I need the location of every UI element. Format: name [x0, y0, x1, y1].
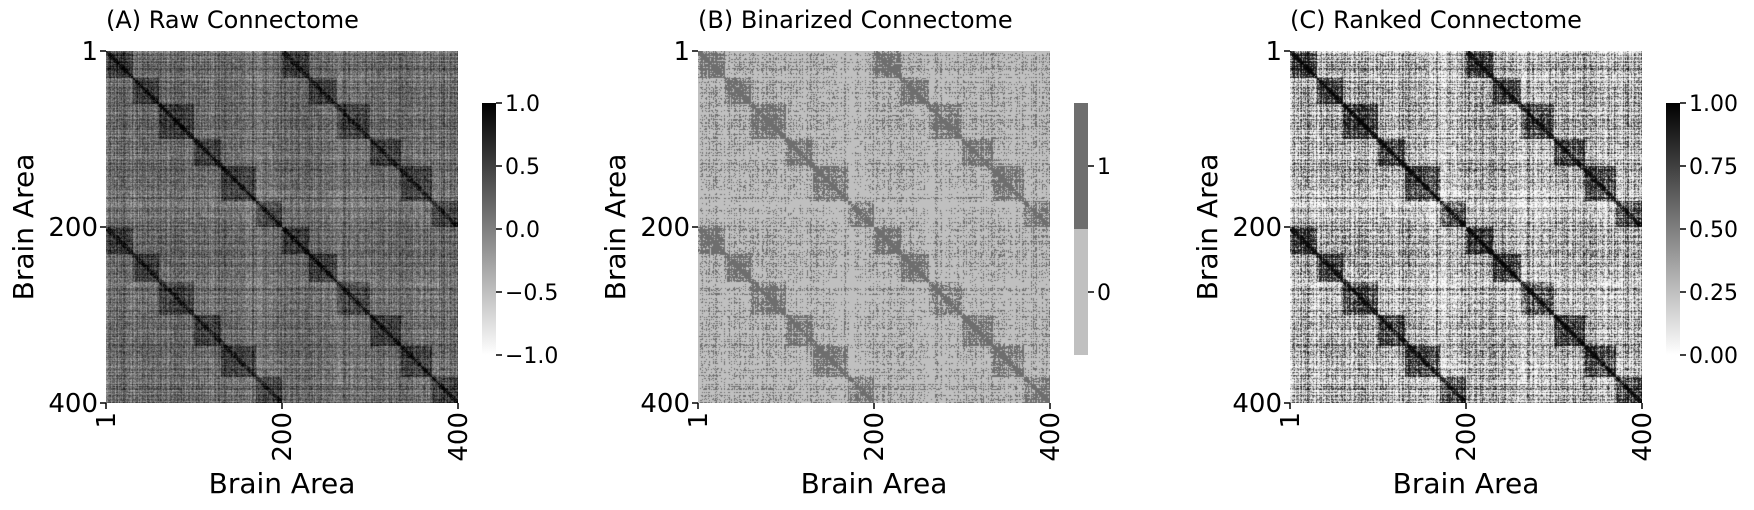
panel-c-heatmap	[1290, 51, 1642, 403]
colorbar-gradient	[1666, 103, 1680, 355]
colorbar-level-1	[1074, 103, 1088, 229]
panel-c-xlabel: Brain Area	[1393, 467, 1540, 500]
colorbar-level-0	[1074, 229, 1088, 355]
panel-c-colorbar: 1.00 0.75 0.50 0.25 0.00	[1666, 92, 1738, 369]
colorbar-tick-label: 0.5	[505, 155, 540, 180]
panel-b-title: (B) Binarized Connectome	[698, 6, 1013, 34]
colorbar-tick-label: 1	[1097, 155, 1111, 180]
colorbar-tick-label: 0.0	[505, 218, 540, 243]
y-tick-label: 200	[1232, 213, 1282, 243]
panel-a-ylabel: Brain Area	[7, 154, 40, 301]
colorbar-tick-label: 1.00	[1689, 92, 1738, 117]
colorbar-gradient	[482, 103, 496, 355]
panel-b-colorbar: 10	[1074, 103, 1111, 355]
y-tick-label: 400	[1232, 389, 1282, 419]
x-tick-label: 400	[1628, 412, 1658, 462]
y-tick-label: 1	[673, 37, 690, 67]
panel-a-heatmap	[106, 51, 458, 403]
y-tick-label: 400	[48, 389, 98, 419]
x-tick-label: 200	[860, 412, 890, 462]
x-tick-label: 1	[684, 412, 714, 429]
panel-c-heatmap-holder	[1290, 51, 1642, 403]
x-tick-label: 1	[1276, 412, 1306, 429]
colorbar-tick-label: −1.0	[505, 344, 558, 369]
x-tick-label: 200	[268, 412, 298, 462]
panel-a-title: (A) Raw Connectome	[106, 6, 359, 34]
x-tick-label: 400	[444, 412, 474, 462]
x-tick-label: 1	[92, 412, 122, 429]
colorbar-tick-label: 0.00	[1689, 344, 1738, 369]
colorbar-tick-label: 0.75	[1689, 155, 1738, 180]
y-tick-label: 200	[640, 213, 690, 243]
y-tick-label: 1	[81, 37, 98, 67]
y-tick-label: 200	[48, 213, 98, 243]
x-tick-label: 200	[1452, 412, 1482, 462]
colorbar-tick-label: 0.50	[1689, 218, 1738, 243]
panel-b-heatmap	[698, 51, 1050, 403]
panel-c-title: (C) Ranked Connectome	[1290, 6, 1582, 34]
y-tick-label: 1	[1265, 37, 1282, 67]
panel-b-ylabel: Brain Area	[599, 154, 632, 301]
panel-b-heatmap-holder	[698, 51, 1050, 403]
panel-b-xlabel: Brain Area	[801, 467, 948, 500]
x-tick-label: 400	[1036, 412, 1066, 462]
panel-a-heatmap-holder	[106, 51, 458, 403]
panel-a-colorbar: 1.0 0.5 0.0 −0.5 −1.0	[482, 92, 558, 369]
y-tick-label: 400	[640, 389, 690, 419]
panel-a-xlabel: Brain Area	[209, 467, 356, 500]
colorbar-tick-label: −0.5	[505, 281, 558, 306]
colorbar-tick-label: 0.25	[1689, 281, 1738, 306]
panel-c-ylabel: Brain Area	[1191, 154, 1224, 301]
colorbar-tick-label: 0	[1097, 281, 1111, 306]
colorbar-tick-label: 1.0	[505, 92, 540, 117]
